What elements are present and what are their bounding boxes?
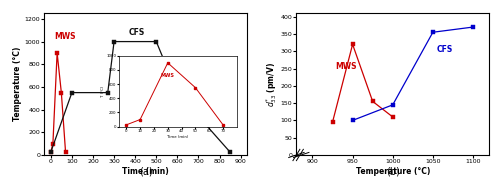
X-axis label: Temperature (°C): Temperature (°C) xyxy=(356,167,430,176)
Text: (a): (a) xyxy=(139,167,153,177)
Text: CFS: CFS xyxy=(129,28,145,37)
Text: (b): (b) xyxy=(386,167,400,177)
X-axis label: Time (min): Time (min) xyxy=(123,167,169,176)
Text: MWS: MWS xyxy=(335,62,357,71)
Text: MWS: MWS xyxy=(54,32,76,41)
Y-axis label: Temperature (°C): Temperature (°C) xyxy=(13,47,22,121)
Text: CFS: CFS xyxy=(437,45,453,54)
Y-axis label: $d^{*}_{33}$ (pm/V): $d^{*}_{33}$ (pm/V) xyxy=(264,62,279,107)
